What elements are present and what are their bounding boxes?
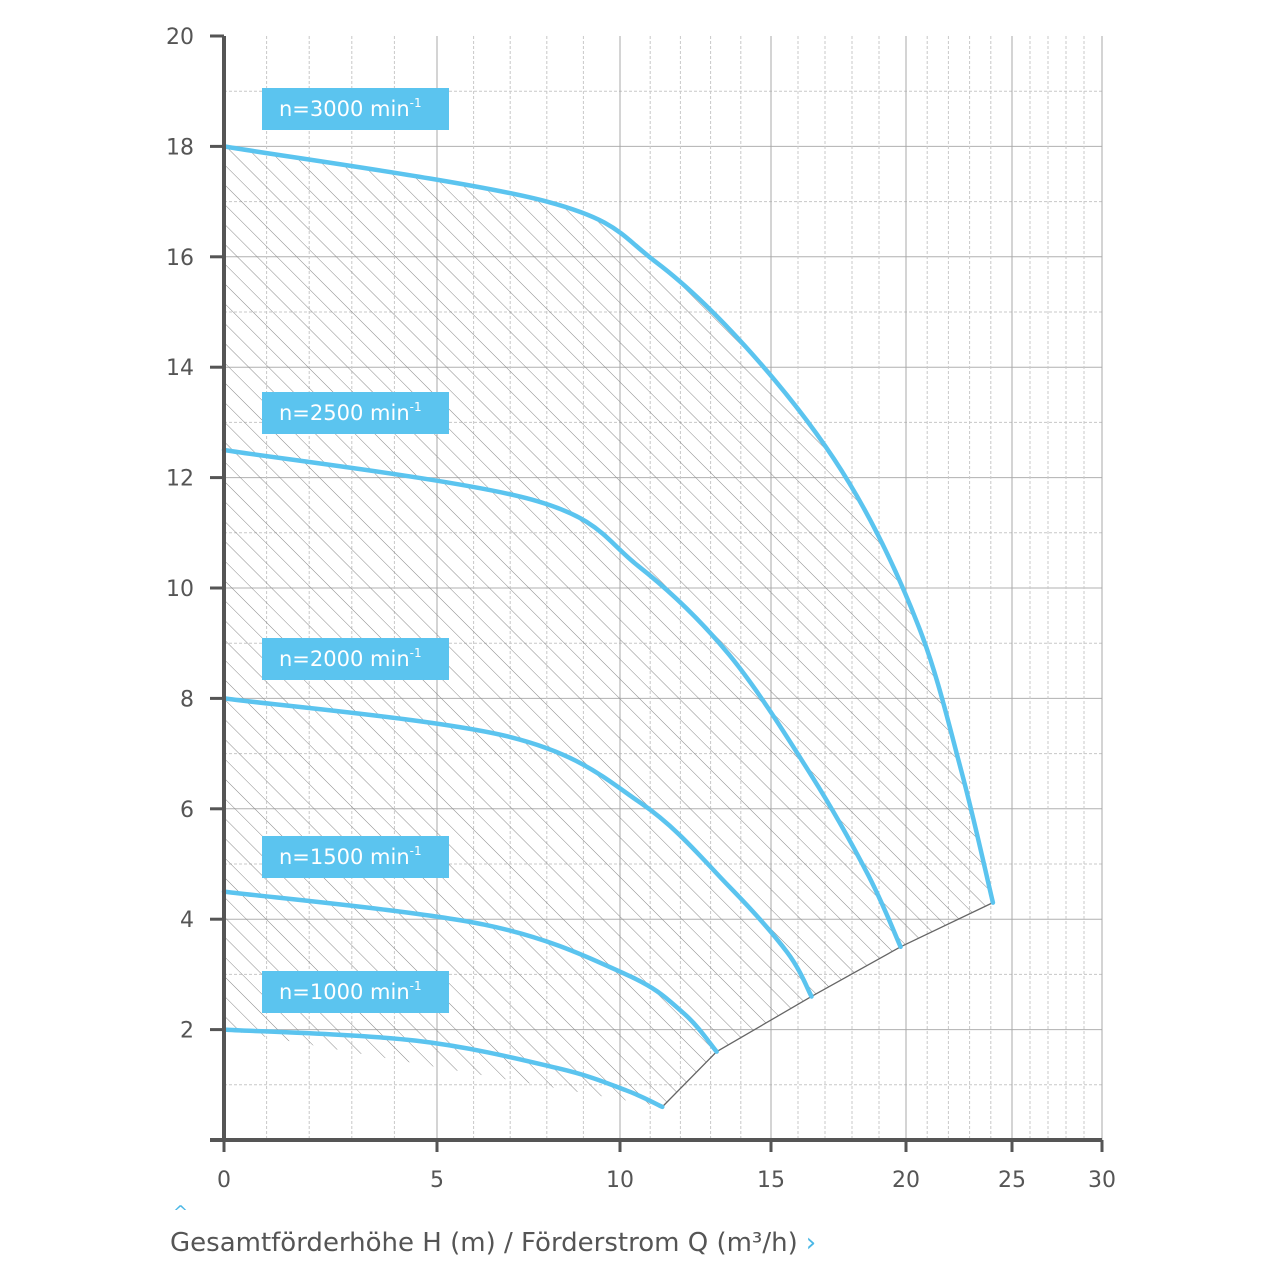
speed-curve-2: [221, 696, 814, 999]
speed-curve-0: [221, 144, 996, 905]
operating-range-area: [224, 146, 993, 1107]
speed-curve-3: [221, 889, 719, 1054]
speed-label-text: n=2500 min-1: [279, 400, 422, 425]
y-tick-label: 12: [166, 467, 194, 492]
speed-label-text: n=3000 min-1: [279, 96, 422, 121]
speed-label-0: n=3000 min-1: [262, 88, 449, 130]
x-axis-caption: Gesamtförderhöhe H (m) / Förderstrom Q (…: [170, 1228, 816, 1258]
x-tick-label: 15: [757, 1168, 785, 1193]
speed-curves: [221, 144, 996, 1110]
speed-curve-1: [221, 447, 903, 950]
x-tick-label: 25: [998, 1168, 1026, 1193]
speed-curve-4: [221, 1027, 665, 1110]
y-tick-label: 18: [166, 135, 194, 160]
y-tick-label: 20: [166, 25, 194, 50]
speed-label-1: n=2500 min-1: [262, 392, 449, 434]
speed-label-box: [262, 638, 449, 680]
speed-label-text: n=1000 min-1: [279, 979, 422, 1004]
y-tick-label: 8: [180, 687, 194, 712]
speed-label-4: n=1000 min-1: [262, 971, 449, 1013]
caret-up-icon[interactable]: ^: [173, 1202, 189, 1223]
x-tick-label: 30: [1088, 1168, 1116, 1193]
speed-label-text: n=1500 min-1: [279, 844, 422, 869]
chevron-right-icon[interactable]: ›: [805, 1228, 817, 1258]
y-tick-label: 10: [166, 577, 194, 602]
y-tick-label: 2: [180, 1019, 194, 1044]
axes: 2 4 6 8 10 12 14 16 18 20 0 5 10 15 20 25 30: [166, 25, 1116, 1193]
speed-label-3: n=1500 min-1: [262, 836, 449, 878]
x-tick-label: 10: [606, 1168, 634, 1193]
speed-label-box: [262, 88, 449, 130]
y-tick-label: 16: [166, 246, 194, 271]
speed-label-box: [262, 971, 449, 1013]
speed-label-box: [262, 836, 449, 878]
y-tick-label: 6: [180, 798, 194, 823]
x-axis-label: Gesamtförderhöhe H (m) / Förderstrom Q (…: [170, 1228, 798, 1258]
y-tick-label: 14: [166, 356, 194, 381]
speed-label-text: n=2000 min-1: [279, 646, 422, 671]
speed-label-2: n=2000 min-1: [262, 638, 449, 680]
x-tick-label: 5: [430, 1168, 444, 1193]
x-tick-label: 20: [892, 1168, 920, 1193]
speed-labels: n=3000 min-1 n=2500 min-1 n=2000 min-1 n=15…: [262, 88, 449, 1013]
x-tick-label: 0: [217, 1168, 231, 1193]
y-tick-label: 4: [180, 908, 194, 933]
speed-label-box: [262, 392, 449, 434]
